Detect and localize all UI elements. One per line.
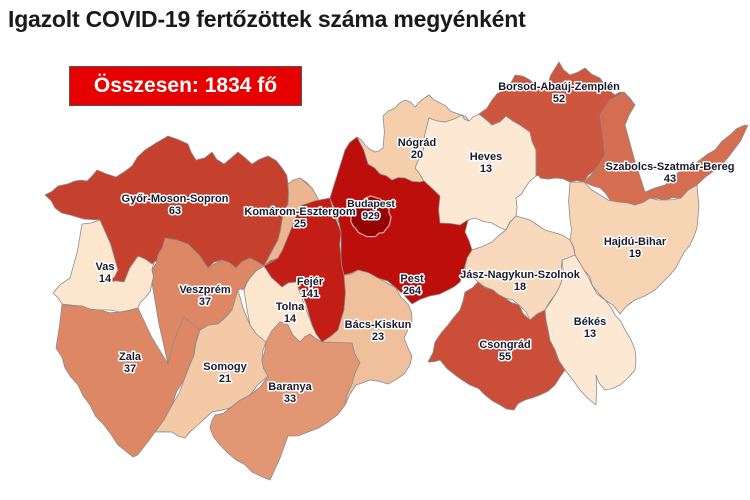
svg-text:Heves: Heves: [470, 151, 502, 163]
svg-text:929: 929: [362, 210, 380, 222]
svg-text:Baranya: Baranya: [268, 381, 312, 393]
svg-text:18: 18: [514, 281, 526, 293]
svg-text:Jász-Nagykun-Szolnok: Jász-Nagykun-Szolnok: [460, 269, 581, 281]
svg-text:Tolna: Tolna: [276, 301, 305, 313]
svg-text:Bács-Kiskun: Bács-Kiskun: [345, 319, 412, 331]
svg-text:Pest: Pest: [400, 273, 424, 285]
svg-text:63: 63: [169, 205, 181, 217]
svg-text:Somogy: Somogy: [203, 361, 247, 373]
svg-text:Csongrád: Csongrád: [479, 339, 530, 351]
svg-text:37: 37: [199, 296, 211, 308]
svg-text:264: 264: [403, 285, 422, 297]
svg-text:52: 52: [553, 93, 565, 105]
svg-text:Fejér: Fejér: [297, 276, 324, 288]
svg-text:13: 13: [480, 163, 492, 175]
svg-text:19: 19: [629, 248, 641, 260]
svg-text:Nógrád: Nógrád: [398, 137, 437, 149]
svg-text:33: 33: [284, 393, 296, 405]
svg-text:55: 55: [499, 351, 511, 363]
svg-text:43: 43: [664, 173, 676, 185]
svg-text:Borsod-Abaúj-Zemplén: Borsod-Abaúj-Zemplén: [498, 81, 620, 93]
svg-text:14: 14: [99, 273, 112, 285]
svg-text:Győr-Moson-Sopron: Győr-Moson-Sopron: [122, 193, 229, 205]
svg-text:23: 23: [372, 331, 384, 343]
svg-text:Komárom-Esztergom: Komárom-Esztergom: [244, 206, 355, 218]
svg-text:13: 13: [584, 328, 596, 340]
svg-text:Veszprém: Veszprém: [179, 284, 231, 296]
svg-text:141: 141: [301, 288, 319, 300]
svg-text:Szabolcs-Szatmár-Bereg: Szabolcs-Szatmár-Bereg: [606, 161, 735, 173]
svg-text:Vas: Vas: [96, 261, 115, 273]
svg-text:Hajdú-Bihar: Hajdú-Bihar: [604, 236, 667, 248]
svg-text:20: 20: [411, 149, 423, 161]
svg-text:25: 25: [294, 218, 306, 230]
svg-text:Budapest: Budapest: [347, 198, 395, 210]
svg-text:Zala: Zala: [119, 351, 142, 363]
svg-text:21: 21: [219, 373, 231, 385]
svg-text:Békés: Békés: [574, 316, 606, 328]
svg-text:14: 14: [284, 313, 297, 325]
svg-text:37: 37: [124, 363, 136, 375]
